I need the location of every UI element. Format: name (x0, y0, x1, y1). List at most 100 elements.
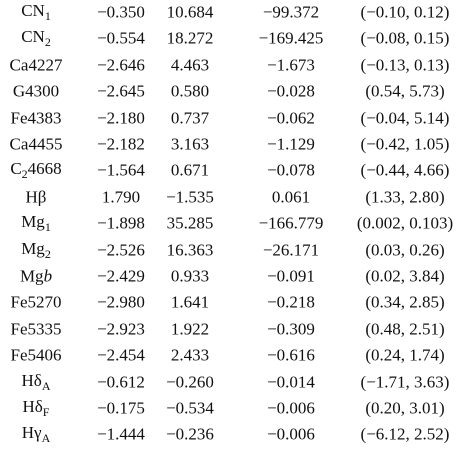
cell-value: (−0.44, 4.66) (360, 160, 450, 180)
label-part: Mg (21, 238, 45, 258)
cell-value: (0.03, 0.26) (365, 240, 445, 260)
cell-value: 0.671 (170, 160, 210, 180)
cell-value: 0.933 (170, 266, 210, 286)
cell-value: −0.091 (267, 266, 315, 286)
label-part: A (41, 431, 51, 446)
cell-value: 1.790 (101, 187, 141, 207)
label-part: A (41, 378, 51, 393)
cell-value: −2.182 (97, 134, 145, 154)
label-part: Hγ (21, 423, 42, 443)
cell-value: 10.684 (166, 2, 214, 22)
cell-value: −166.779 (258, 213, 324, 233)
cell-value: −26.171 (262, 240, 320, 260)
label-part: Mg (19, 266, 44, 286)
cell-value: (−0.04, 5.14) (360, 108, 450, 128)
label-part: 2 (44, 246, 51, 261)
label-part: Fe5335 (10, 319, 62, 339)
row-label: Mg2 (21, 240, 51, 260)
row-label: CN2 (21, 28, 51, 48)
cell-value: (0.54, 5.73) (365, 81, 445, 101)
cell-value: −1.564 (97, 160, 145, 180)
cell-value: −0.236 (166, 424, 214, 444)
cell-value: 16.363 (166, 240, 214, 260)
row-label: Ca4227 (10, 56, 63, 73)
row-label: Mgb (20, 268, 52, 285)
row-label: HδF (23, 398, 50, 418)
cell-value: −0.014 (267, 372, 315, 392)
label-part: CN (21, 1, 45, 20)
row-label: G4300 (13, 83, 59, 100)
cell-value: −2.526 (97, 240, 145, 260)
label-part: F (42, 405, 50, 419)
label-part: Fe4383 (10, 108, 62, 128)
cell-value: −0.350 (97, 2, 145, 22)
cell-value: −0.612 (97, 372, 145, 392)
cell-value: (−0.42, 1.05) (360, 134, 450, 154)
cell-value: −0.028 (267, 81, 315, 101)
row-label: Ca4455 (10, 136, 63, 153)
cell-value: 2.433 (170, 345, 210, 365)
cell-value: −0.175 (97, 398, 145, 418)
label-part: C (10, 159, 22, 179)
cell-value: −1.444 (97, 424, 145, 444)
cell-value: −0.616 (267, 345, 315, 365)
cell-value: (0.20, 3.01) (365, 398, 445, 418)
cell-value: −169.425 (258, 28, 324, 48)
label-part: 4668 (27, 159, 62, 179)
cell-value: −0.062 (267, 108, 315, 128)
cell-value: −1.898 (97, 213, 145, 233)
row-label: Mg1 (21, 213, 51, 233)
cell-value: −0.006 (267, 424, 315, 444)
label-part: b (43, 266, 53, 286)
row-label: Fe5406 (11, 347, 62, 364)
cell-value: 1.641 (170, 292, 210, 312)
cell-value: −2.429 (97, 266, 145, 286)
label-part: Ca4227 (9, 55, 63, 75)
cell-value: −0.218 (267, 292, 315, 312)
cell-value: −2.180 (97, 108, 145, 128)
label-part: 2 (21, 167, 28, 182)
row-label: Fe5335 (11, 320, 62, 337)
cell-value: −0.309 (267, 319, 315, 339)
label-part: 1 (44, 9, 51, 23)
cell-value: (0.002, 0.103) (356, 213, 454, 233)
cell-value: −0.260 (166, 372, 214, 392)
cell-value: −2.923 (97, 319, 145, 339)
cell-value: −0.534 (166, 398, 214, 418)
label-part: Fe5270 (10, 292, 62, 312)
row-label: Fe4383 (11, 109, 62, 126)
row-label: C24668 (10, 160, 61, 180)
cell-value: 18.272 (166, 28, 214, 48)
label-part: Hδ (21, 370, 42, 390)
cell-value: (0.24, 1.74) (365, 345, 445, 365)
cell-value: −1.129 (267, 134, 315, 154)
label-part: 2 (44, 35, 51, 50)
cell-value: −2.454 (97, 345, 145, 365)
cell-value: (−0.08, 0.15) (360, 28, 450, 48)
row-label: Fe5270 (11, 294, 62, 311)
cell-value: (1.33, 2.80) (365, 187, 445, 207)
cell-value: −1.673 (267, 55, 315, 75)
cell-value: (0.34, 2.85) (365, 292, 445, 312)
cell-value: (0.02, 3.84) (365, 266, 445, 286)
cell-value: 0.737 (170, 108, 210, 128)
cell-value: (−0.13, 0.13) (360, 55, 450, 75)
cell-value: (0.48, 2.51) (365, 319, 445, 339)
label-part: G4300 (12, 81, 60, 101)
label-part: 1 (44, 220, 51, 235)
label-part: Ca4455 (9, 134, 63, 154)
label-part: Hδ (22, 397, 43, 416)
cell-value: −2.645 (97, 81, 145, 101)
cell-value: 3.163 (170, 134, 210, 154)
label-part: Mg (21, 212, 45, 232)
row-label: HγA (22, 424, 50, 444)
cell-value: (−6.12, 2.52) (360, 424, 450, 444)
label-part: CN (21, 27, 45, 47)
cell-value: −99.372 (262, 2, 320, 22)
cell-value: −0.078 (267, 160, 315, 180)
label-part: Fe5406 (10, 345, 62, 365)
cell-value: −0.554 (97, 28, 145, 48)
cell-value: 4.463 (170, 55, 210, 75)
cell-value: −0.006 (267, 398, 315, 418)
